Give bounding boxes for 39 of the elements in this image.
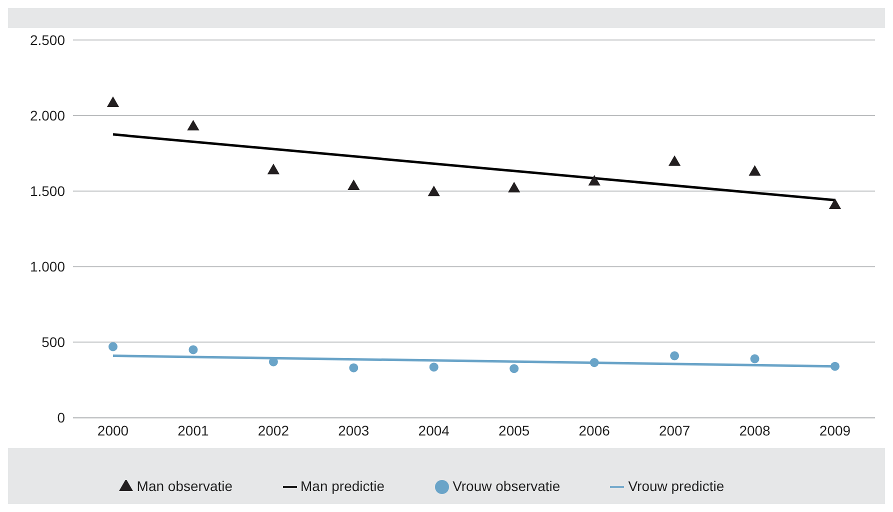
- point: [348, 180, 360, 190]
- x-tick-label: 2004: [418, 422, 450, 439]
- x-tick-label: 2008: [739, 422, 771, 439]
- legend-label: Man predictie: [300, 478, 385, 494]
- point: [590, 358, 599, 368]
- x-tick-label: 2002: [258, 422, 290, 439]
- y-tick-label: 0: [57, 410, 66, 426]
- x-tick-label: 2001: [178, 422, 210, 439]
- y-tick-label: 1.500: [30, 183, 66, 200]
- legend-label: Man observatie: [136, 478, 233, 494]
- point: [828, 198, 842, 209]
- point: [748, 165, 761, 176]
- point: [106, 96, 120, 107]
- point: [188, 345, 198, 354]
- point: [428, 186, 440, 196]
- legend-label: Vrouw observatie: [452, 478, 560, 494]
- point: [668, 155, 681, 166]
- point: [349, 363, 358, 372]
- legend-label: Vrouw predictie: [628, 478, 724, 494]
- point: [830, 362, 840, 371]
- point: [588, 174, 600, 186]
- y-tick-label: 1.000: [30, 258, 66, 275]
- point: [429, 362, 438, 372]
- x-tick-label: 2006: [578, 422, 610, 439]
- point: [187, 120, 200, 130]
- point: [670, 351, 680, 360]
- point: [508, 182, 520, 192]
- x-tick-label: 2005: [498, 422, 530, 439]
- y-tick-label: 2.000: [30, 108, 66, 124]
- point: [510, 364, 519, 374]
- point: [750, 354, 760, 364]
- x-tick-label: 2000: [97, 422, 129, 439]
- point: [108, 342, 118, 352]
- x-tick-label: 2003: [338, 422, 370, 439]
- x-tick-label: 2007: [658, 422, 690, 439]
- y-tick-label: 2.500: [30, 32, 66, 48]
- y-tick-label: 500: [42, 334, 66, 350]
- x-tick-label: 2009: [819, 422, 851, 439]
- point: [267, 164, 280, 174]
